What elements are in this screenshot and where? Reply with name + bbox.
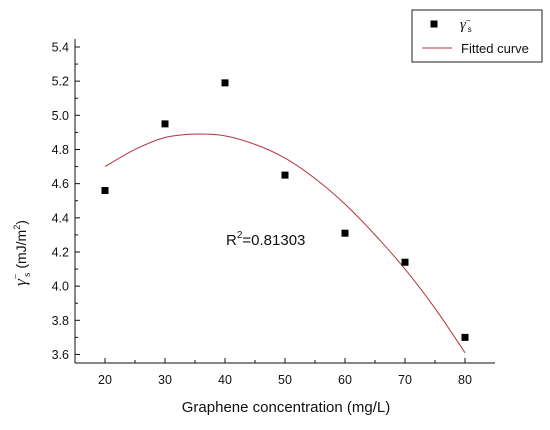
y-axis-subscript: s — [22, 273, 33, 277]
svg-text:γ−s(mJ/m2): γ−s (mJ/m2) — [11, 220, 33, 286]
x-tick-label: 60 — [338, 373, 352, 387]
y-axis-unit-power: 2 — [12, 225, 22, 230]
r-squared-annotation: R2=0.81303 — [226, 230, 305, 249]
legend-scatter-subscript: s — [468, 25, 472, 34]
data-layer — [101, 79, 469, 354]
scatter-point — [101, 186, 109, 194]
y-axis-unit-prefix: (mJ/m — [13, 230, 29, 269]
x-tick-label: 50 — [278, 373, 292, 387]
legend: γ− s Fitted curve — [411, 9, 543, 63]
scatter-point — [161, 120, 169, 128]
legend-scatter-symbol: γ — [460, 17, 467, 33]
x-tick-label: 30 — [158, 373, 172, 387]
y-tick-label: 5.2 — [52, 75, 69, 89]
y-tick-label: 3.8 — [52, 314, 69, 328]
y-axis-unit-suffix: ) — [13, 220, 29, 225]
x-tick-label: 80 — [458, 373, 472, 387]
legend-marker-icon — [430, 20, 438, 28]
y-axis-symbol: γ — [11, 278, 30, 286]
r-squared-prefix: R — [226, 232, 237, 249]
legend-scatter-superscript: − — [466, 16, 471, 25]
x-tick-label: 20 — [98, 373, 112, 387]
scatter-point — [341, 229, 349, 237]
y-tick-label: 4.2 — [52, 245, 69, 259]
legend-entry-fitted-curve: Fitted curve — [461, 41, 529, 56]
scatter-point — [281, 171, 289, 179]
y-tick-label: 4.6 — [52, 177, 69, 191]
axes: 3.6 3.8 4.0 4.2 4.4 4.6 4.8 5.0 5.2 5.4 20 30 40 50 60… — [52, 39, 495, 387]
y-axis-superscript: − — [11, 273, 22, 279]
y-tick-label: 4.0 — [52, 280, 69, 294]
x-tick-label: 70 — [398, 373, 412, 387]
legend-entry-scatter: γ− s — [460, 16, 472, 34]
r-squared-power: 2 — [237, 230, 243, 241]
scatter-point — [221, 79, 229, 87]
y-tick-label: 4.8 — [52, 143, 69, 157]
y-tick-label: 4.4 — [52, 211, 69, 225]
scatter-point — [461, 333, 469, 341]
y-tick-label: 3.6 — [52, 348, 69, 362]
y-tick-label: 5.4 — [52, 41, 69, 55]
r-squared-value: =0.81303 — [242, 232, 305, 249]
x-axis-title: Graphene concentration (mg/L) — [182, 399, 390, 416]
x-tick-label: 40 — [218, 373, 232, 387]
scatter-point — [401, 258, 409, 266]
fitted-curve-line — [104, 133, 466, 354]
legend-box — [411, 9, 543, 63]
y-axis-title: γ−s (mJ/m2) — [11, 220, 33, 286]
y-tick-label: 5.0 — [52, 109, 69, 123]
